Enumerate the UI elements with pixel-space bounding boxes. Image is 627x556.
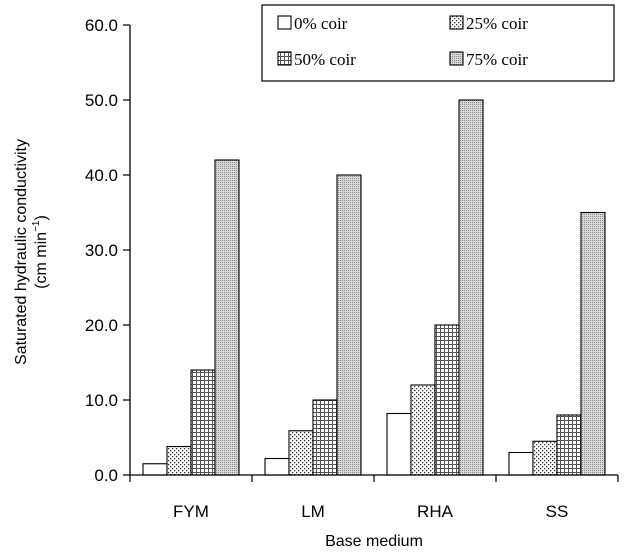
bar-rha-series-1 (386, 412, 412, 476)
y-axis-unit-suffix: ) (33, 215, 50, 220)
legend-swatch-series-2 (449, 15, 464, 30)
x-category-label: SS (546, 502, 569, 521)
bar-ss-series-4 (580, 211, 606, 476)
x-axis-title: Base medium (325, 533, 423, 550)
bar-fym-series-3 (190, 369, 216, 476)
bars-layer (142, 99, 606, 476)
legend-box (261, 4, 615, 82)
y-tick-label: 40.0 (85, 166, 118, 185)
y-tick-label: 10.0 (85, 391, 118, 410)
y-tick-label: 0.0 (94, 466, 118, 485)
legend-swatch-series-3 (277, 51, 292, 66)
legend-label-series-4: 75% coir (466, 50, 528, 69)
bar-fym-series-1 (142, 463, 168, 476)
legend-label-series-1: 0% coir (294, 14, 348, 33)
y-axis-title: Saturated hydraulic conductivity (cm min… (13, 139, 50, 365)
bar-lm-series-2 (288, 430, 314, 476)
bar-rha-series-3 (434, 324, 460, 476)
legend-swatch-series-4 (449, 51, 464, 66)
bar-lm-series-1 (264, 457, 290, 476)
legend-label-series-3: 50% coir (294, 50, 356, 69)
bar-fym-series-4 (214, 159, 240, 476)
legend: 0% coir 25% coir 50% coir 75% coir (261, 4, 615, 82)
legend-swatch-series-1 (277, 15, 292, 30)
y-tick-label: 20.0 (85, 316, 118, 335)
bar-ss-series-1 (508, 451, 534, 476)
x-category-label: FYM (173, 502, 209, 521)
y-axis-title-line2: (cm min−1) (31, 215, 50, 289)
y-tick-label: 30.0 (85, 241, 118, 260)
y-tick-label: 50.0 (85, 91, 118, 110)
bar-lm-series-4 (336, 174, 362, 476)
bar-rha-series-2 (410, 384, 436, 476)
bar-lm-series-3 (312, 399, 338, 476)
y-axis-unit-prefix: (cm min (33, 232, 50, 289)
x-category-label: LM (301, 502, 325, 521)
y-axis-unit-superscript: −1 (31, 220, 42, 232)
x-categories-layer: FYM LM RHA SS (129, 475, 619, 521)
legend-label-series-2: 25% coir (466, 14, 528, 33)
y-tick-label: 60.0 (85, 16, 118, 35)
x-category-label: RHA (417, 502, 454, 521)
bar-fym-series-2 (166, 445, 192, 476)
bar-rha-series-4 (458, 99, 484, 476)
bar-ss-series-2 (532, 440, 558, 476)
y-ticks-layer: 0.0 10.0 20.0 30.0 40.0 50.0 60.0 (85, 16, 130, 485)
bar-ss-series-3 (556, 414, 582, 476)
y-axis-title-line1: Saturated hydraulic conductivity (13, 139, 30, 365)
